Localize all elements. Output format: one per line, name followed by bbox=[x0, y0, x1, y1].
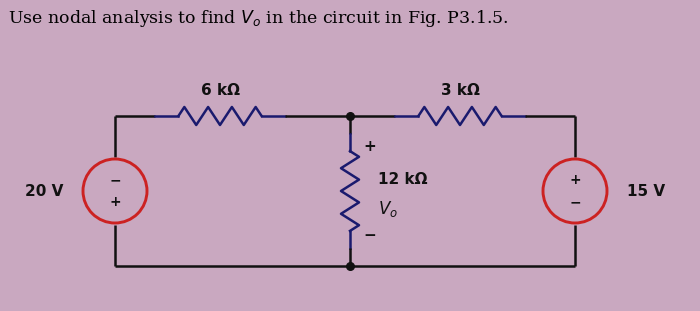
Text: −: − bbox=[363, 228, 376, 243]
Text: 15 V: 15 V bbox=[627, 183, 665, 198]
Text: +: + bbox=[109, 195, 121, 209]
Text: −: − bbox=[109, 173, 121, 187]
Text: 12 kΩ: 12 kΩ bbox=[378, 171, 428, 187]
Text: +: + bbox=[363, 139, 376, 154]
Text: −: − bbox=[569, 195, 581, 209]
Text: +: + bbox=[569, 173, 581, 187]
Text: 3 kΩ: 3 kΩ bbox=[440, 83, 480, 98]
Text: $V_o$: $V_o$ bbox=[378, 199, 398, 219]
Text: 20 V: 20 V bbox=[25, 183, 63, 198]
Text: Use nodal analysis to find $V_o$ in the circuit in Fig. P3.1.5.: Use nodal analysis to find $V_o$ in the … bbox=[8, 8, 509, 29]
Text: 6 kΩ: 6 kΩ bbox=[200, 83, 239, 98]
